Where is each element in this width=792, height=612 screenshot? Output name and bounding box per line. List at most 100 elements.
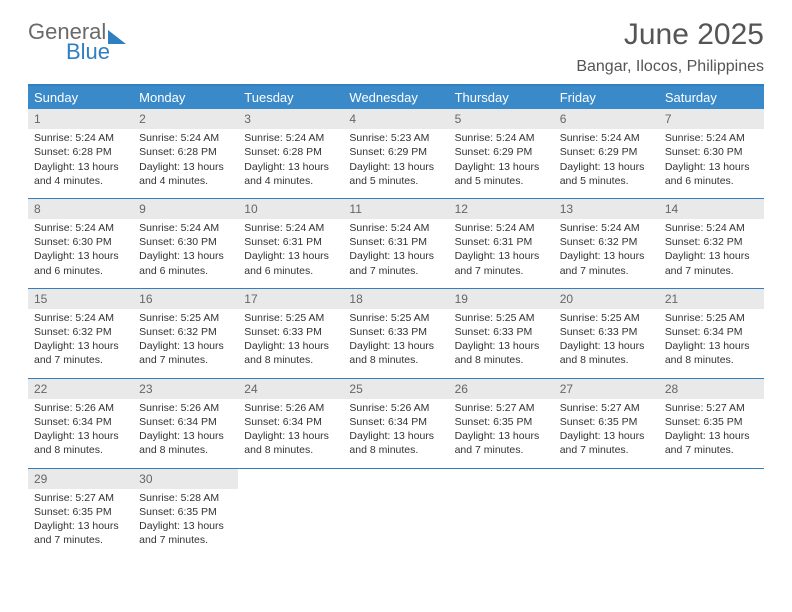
logo-line2: Blue [66,39,110,64]
calendar-cell: 5Sunrise: 5:24 AMSunset: 6:29 PMDaylight… [449,109,554,198]
calendar-cell: 8Sunrise: 5:24 AMSunset: 6:30 PMDaylight… [28,198,133,288]
sunset-text: Sunset: 6:35 PM [34,505,127,519]
day-number: 17 [238,289,343,309]
sunrise-text: Sunrise: 5:25 AM [560,311,653,325]
day-number: 18 [343,289,448,309]
sunrise-text: Sunrise: 5:24 AM [560,221,653,235]
day-number: 12 [449,199,554,219]
daylight-text: Daylight: 13 hours and 8 minutes. [244,339,337,367]
sunrise-text: Sunrise: 5:25 AM [349,311,442,325]
sunrise-text: Sunrise: 5:26 AM [34,401,127,415]
sunrise-text: Sunrise: 5:24 AM [34,131,127,145]
col-thursday: Thursday [449,85,554,109]
sunset-text: Sunset: 6:29 PM [455,145,548,159]
day-number: 13 [554,199,659,219]
day-details: Sunrise: 5:27 AMSunset: 6:35 PMDaylight:… [449,399,554,468]
calendar-cell: 9Sunrise: 5:24 AMSunset: 6:30 PMDaylight… [133,198,238,288]
sunrise-text: Sunrise: 5:25 AM [665,311,758,325]
sunset-text: Sunset: 6:33 PM [349,325,442,339]
day-details: Sunrise: 5:28 AMSunset: 6:35 PMDaylight:… [133,489,238,558]
sunrise-text: Sunrise: 5:28 AM [139,491,232,505]
day-details: Sunrise: 5:26 AMSunset: 6:34 PMDaylight:… [238,399,343,468]
sunset-text: Sunset: 6:29 PM [560,145,653,159]
calendar-cell: 3Sunrise: 5:24 AMSunset: 6:28 PMDaylight… [238,109,343,198]
day-number: 22 [28,379,133,399]
sunset-text: Sunset: 6:34 PM [665,325,758,339]
day-number: 24 [238,379,343,399]
day-details: Sunrise: 5:24 AMSunset: 6:31 PMDaylight:… [449,219,554,288]
calendar-body: 1Sunrise: 5:24 AMSunset: 6:28 PMDaylight… [28,109,764,557]
calendar-cell: 2Sunrise: 5:24 AMSunset: 6:28 PMDaylight… [133,109,238,198]
daylight-text: Daylight: 13 hours and 7 minutes. [34,519,127,547]
day-details: Sunrise: 5:24 AMSunset: 6:32 PMDaylight:… [554,219,659,288]
calendar-cell: 1Sunrise: 5:24 AMSunset: 6:28 PMDaylight… [28,109,133,198]
daylight-text: Daylight: 13 hours and 5 minutes. [455,160,548,188]
col-tuesday: Tuesday [238,85,343,109]
day-details: Sunrise: 5:24 AMSunset: 6:29 PMDaylight:… [554,129,659,198]
sunrise-text: Sunrise: 5:24 AM [349,221,442,235]
daylight-text: Daylight: 13 hours and 7 minutes. [560,249,653,277]
sunset-text: Sunset: 6:35 PM [139,505,232,519]
sunset-text: Sunset: 6:34 PM [34,415,127,429]
calendar-row: 1Sunrise: 5:24 AMSunset: 6:28 PMDaylight… [28,109,764,198]
daylight-text: Daylight: 13 hours and 8 minutes. [665,339,758,367]
sunset-text: Sunset: 6:32 PM [665,235,758,249]
daylight-text: Daylight: 13 hours and 6 minutes. [665,160,758,188]
calendar-cell [343,468,448,557]
daylight-text: Daylight: 13 hours and 7 minutes. [139,339,232,367]
day-number: 25 [343,379,448,399]
day-details: Sunrise: 5:24 AMSunset: 6:28 PMDaylight:… [28,129,133,198]
calendar-header-row: Sunday Monday Tuesday Wednesday Thursday… [28,85,764,109]
calendar-cell [659,468,764,557]
daylight-text: Daylight: 13 hours and 5 minutes. [349,160,442,188]
sunrise-text: Sunrise: 5:24 AM [455,221,548,235]
calendar-cell: 6Sunrise: 5:24 AMSunset: 6:29 PMDaylight… [554,109,659,198]
calendar-cell: 15Sunrise: 5:24 AMSunset: 6:32 PMDayligh… [28,288,133,378]
sunset-text: Sunset: 6:28 PM [244,145,337,159]
sunset-text: Sunset: 6:30 PM [665,145,758,159]
calendar-cell: 12Sunrise: 5:24 AMSunset: 6:31 PMDayligh… [449,198,554,288]
sunset-text: Sunset: 6:35 PM [560,415,653,429]
daylight-text: Daylight: 13 hours and 4 minutes. [139,160,232,188]
calendar-cell: 24Sunrise: 5:26 AMSunset: 6:34 PMDayligh… [238,378,343,468]
sunset-text: Sunset: 6:33 PM [244,325,337,339]
day-number: 27 [554,379,659,399]
sunset-text: Sunset: 6:29 PM [349,145,442,159]
calendar-row: 15Sunrise: 5:24 AMSunset: 6:32 PMDayligh… [28,288,764,378]
col-friday: Friday [554,85,659,109]
day-details: Sunrise: 5:26 AMSunset: 6:34 PMDaylight:… [343,399,448,468]
title-block: June 2025 Bangar, Ilocos, Philippines [576,18,764,76]
sunrise-text: Sunrise: 5:24 AM [665,221,758,235]
month-title: June 2025 [576,18,764,52]
day-number: 20 [554,289,659,309]
day-details: Sunrise: 5:24 AMSunset: 6:32 PMDaylight:… [659,219,764,288]
daylight-text: Daylight: 13 hours and 8 minutes. [560,339,653,367]
sunset-text: Sunset: 6:32 PM [139,325,232,339]
col-monday: Monday [133,85,238,109]
sunrise-text: Sunrise: 5:27 AM [665,401,758,415]
daylight-text: Daylight: 13 hours and 8 minutes. [34,429,127,457]
calendar-cell: 16Sunrise: 5:25 AMSunset: 6:32 PMDayligh… [133,288,238,378]
day-number: 11 [343,199,448,219]
day-details: Sunrise: 5:24 AMSunset: 6:32 PMDaylight:… [28,309,133,378]
day-details: Sunrise: 5:27 AMSunset: 6:35 PMDaylight:… [28,489,133,558]
daylight-text: Daylight: 13 hours and 8 minutes. [139,429,232,457]
sunrise-text: Sunrise: 5:26 AM [139,401,232,415]
sunset-text: Sunset: 6:32 PM [560,235,653,249]
calendar-cell: 27Sunrise: 5:27 AMSunset: 6:35 PMDayligh… [554,378,659,468]
day-details: Sunrise: 5:24 AMSunset: 6:29 PMDaylight:… [449,129,554,198]
sunrise-text: Sunrise: 5:24 AM [665,131,758,145]
calendar-cell [238,468,343,557]
day-details: Sunrise: 5:25 AMSunset: 6:33 PMDaylight:… [343,309,448,378]
daylight-text: Daylight: 13 hours and 5 minutes. [560,160,653,188]
sunset-text: Sunset: 6:28 PM [139,145,232,159]
day-details: Sunrise: 5:23 AMSunset: 6:29 PMDaylight:… [343,129,448,198]
daylight-text: Daylight: 13 hours and 4 minutes. [34,160,127,188]
sunset-text: Sunset: 6:28 PM [34,145,127,159]
daylight-text: Daylight: 13 hours and 8 minutes. [455,339,548,367]
day-number: 26 [449,379,554,399]
day-number: 7 [659,109,764,129]
sunset-text: Sunset: 6:31 PM [349,235,442,249]
sunrise-text: Sunrise: 5:25 AM [139,311,232,325]
logo-text: General Blue [28,22,126,63]
